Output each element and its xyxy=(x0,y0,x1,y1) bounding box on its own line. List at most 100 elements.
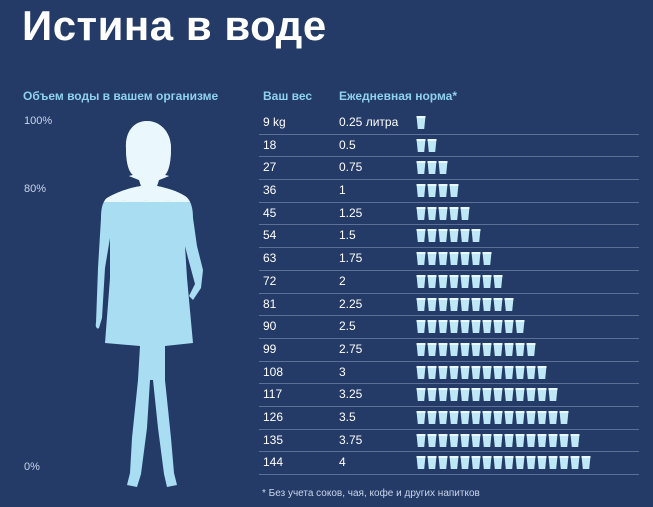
glass-icon xyxy=(438,274,448,288)
glass-icon xyxy=(471,274,481,288)
norm-cell: 2.75 xyxy=(339,341,363,356)
weight-cell: 117 xyxy=(263,387,283,402)
glass-icon xyxy=(515,320,525,334)
glass-icon xyxy=(449,365,459,379)
glass-icon xyxy=(526,410,536,424)
glass-icon xyxy=(482,365,492,379)
glass-icon xyxy=(427,229,437,243)
glass-icon xyxy=(493,342,503,356)
norm-cell: 2.25 xyxy=(339,296,363,311)
glass-icon xyxy=(427,365,437,379)
glass-icon xyxy=(471,297,481,311)
norm-column-header: Ежедневная норма* xyxy=(339,89,458,103)
glass-icon xyxy=(482,342,492,356)
glass-icon xyxy=(460,388,470,402)
glass-icon xyxy=(471,229,481,243)
glass-icon xyxy=(427,433,437,447)
glass-icon xyxy=(471,342,481,356)
body-water-header: Объем воды в вашем организме xyxy=(23,89,219,103)
weight-cell: 90 xyxy=(263,319,277,334)
glass-icon xyxy=(493,388,503,402)
norm-cell: 0.5 xyxy=(339,137,356,152)
glass-icon xyxy=(449,274,459,288)
glass-icon xyxy=(416,252,426,266)
weight-cell: 36 xyxy=(263,183,277,198)
glass-icon xyxy=(515,388,525,402)
norm-cell: 3.5 xyxy=(339,409,356,424)
norm-cell: 2.5 xyxy=(339,319,356,334)
glass-icon xyxy=(526,456,536,470)
glass-icon xyxy=(526,433,536,447)
glass-icon xyxy=(449,342,459,356)
glass-icon xyxy=(427,410,437,424)
glass-icon xyxy=(438,229,448,243)
glass-icon xyxy=(515,365,525,379)
glass-icon xyxy=(493,320,503,334)
glass-icon xyxy=(504,297,514,311)
glass-icon xyxy=(438,433,448,447)
glass-icon xyxy=(570,433,580,447)
glass-icon xyxy=(526,388,536,402)
glass-icon xyxy=(416,184,426,198)
glass-icon xyxy=(460,410,470,424)
norm-cell: 2 xyxy=(339,273,346,288)
glass-icon xyxy=(493,410,503,424)
cups-group xyxy=(416,410,569,426)
glass-icon xyxy=(438,342,448,356)
glass-icon xyxy=(449,433,459,447)
cups-group xyxy=(416,160,448,176)
glass-icon xyxy=(416,365,426,379)
glass-icon xyxy=(416,274,426,288)
glass-icon xyxy=(416,297,426,311)
glass-icon xyxy=(438,252,448,266)
table-row: 72 2 xyxy=(259,271,639,294)
table-row: 54 1.5 xyxy=(259,225,639,249)
glass-icon xyxy=(427,138,437,152)
glass-icon xyxy=(504,433,514,447)
glass-icon xyxy=(427,274,437,288)
glass-icon xyxy=(427,456,437,470)
glass-icon xyxy=(482,410,492,424)
glass-icon xyxy=(416,410,426,424)
glass-icon xyxy=(438,184,448,198)
weight-cell: 135 xyxy=(263,432,284,447)
page-title: Истина в воде xyxy=(22,2,327,49)
glass-icon xyxy=(493,433,503,447)
footnote: * Без учета соков, чая, кофе и других на… xyxy=(262,488,480,499)
glass-icon xyxy=(438,320,448,334)
cups-group xyxy=(416,365,547,381)
table-row: 135 3.75 xyxy=(259,430,639,453)
cups-group xyxy=(416,342,536,358)
weight-cell: 54 xyxy=(263,228,277,243)
glass-icon xyxy=(504,388,514,402)
glass-icon xyxy=(438,456,448,470)
scale-100-label: 100% xyxy=(24,115,53,127)
glass-icon xyxy=(416,456,426,470)
weight-column-header: Ваш вес xyxy=(263,89,313,103)
glass-icon xyxy=(416,116,426,129)
glass-icon xyxy=(449,320,459,334)
glass-icon xyxy=(515,456,525,470)
glass-icon xyxy=(504,320,514,334)
table-row: 18 0.5 xyxy=(259,135,639,158)
weight-cell: 126 xyxy=(263,409,284,424)
glass-icon xyxy=(460,433,470,447)
norm-cell: 1.75 xyxy=(339,251,363,266)
glass-icon xyxy=(471,433,481,447)
weight-cell: 81 xyxy=(263,296,277,311)
cups-group xyxy=(416,433,580,449)
glass-icon xyxy=(548,410,558,424)
table-row: 45 1.25 xyxy=(259,203,639,226)
glass-icon xyxy=(504,365,514,379)
glass-icon xyxy=(460,320,470,334)
cups-group xyxy=(416,183,459,199)
table-row: 108 3 xyxy=(259,362,639,385)
norm-cell: 1.25 xyxy=(339,205,363,220)
glass-icon xyxy=(449,456,459,470)
glass-icon xyxy=(526,342,536,356)
weight-cell: 99 xyxy=(263,341,277,356)
glass-icon xyxy=(471,365,481,379)
norm-cell: 0.75 xyxy=(339,160,363,175)
glass-icon xyxy=(416,342,426,356)
glass-icon xyxy=(504,456,514,470)
